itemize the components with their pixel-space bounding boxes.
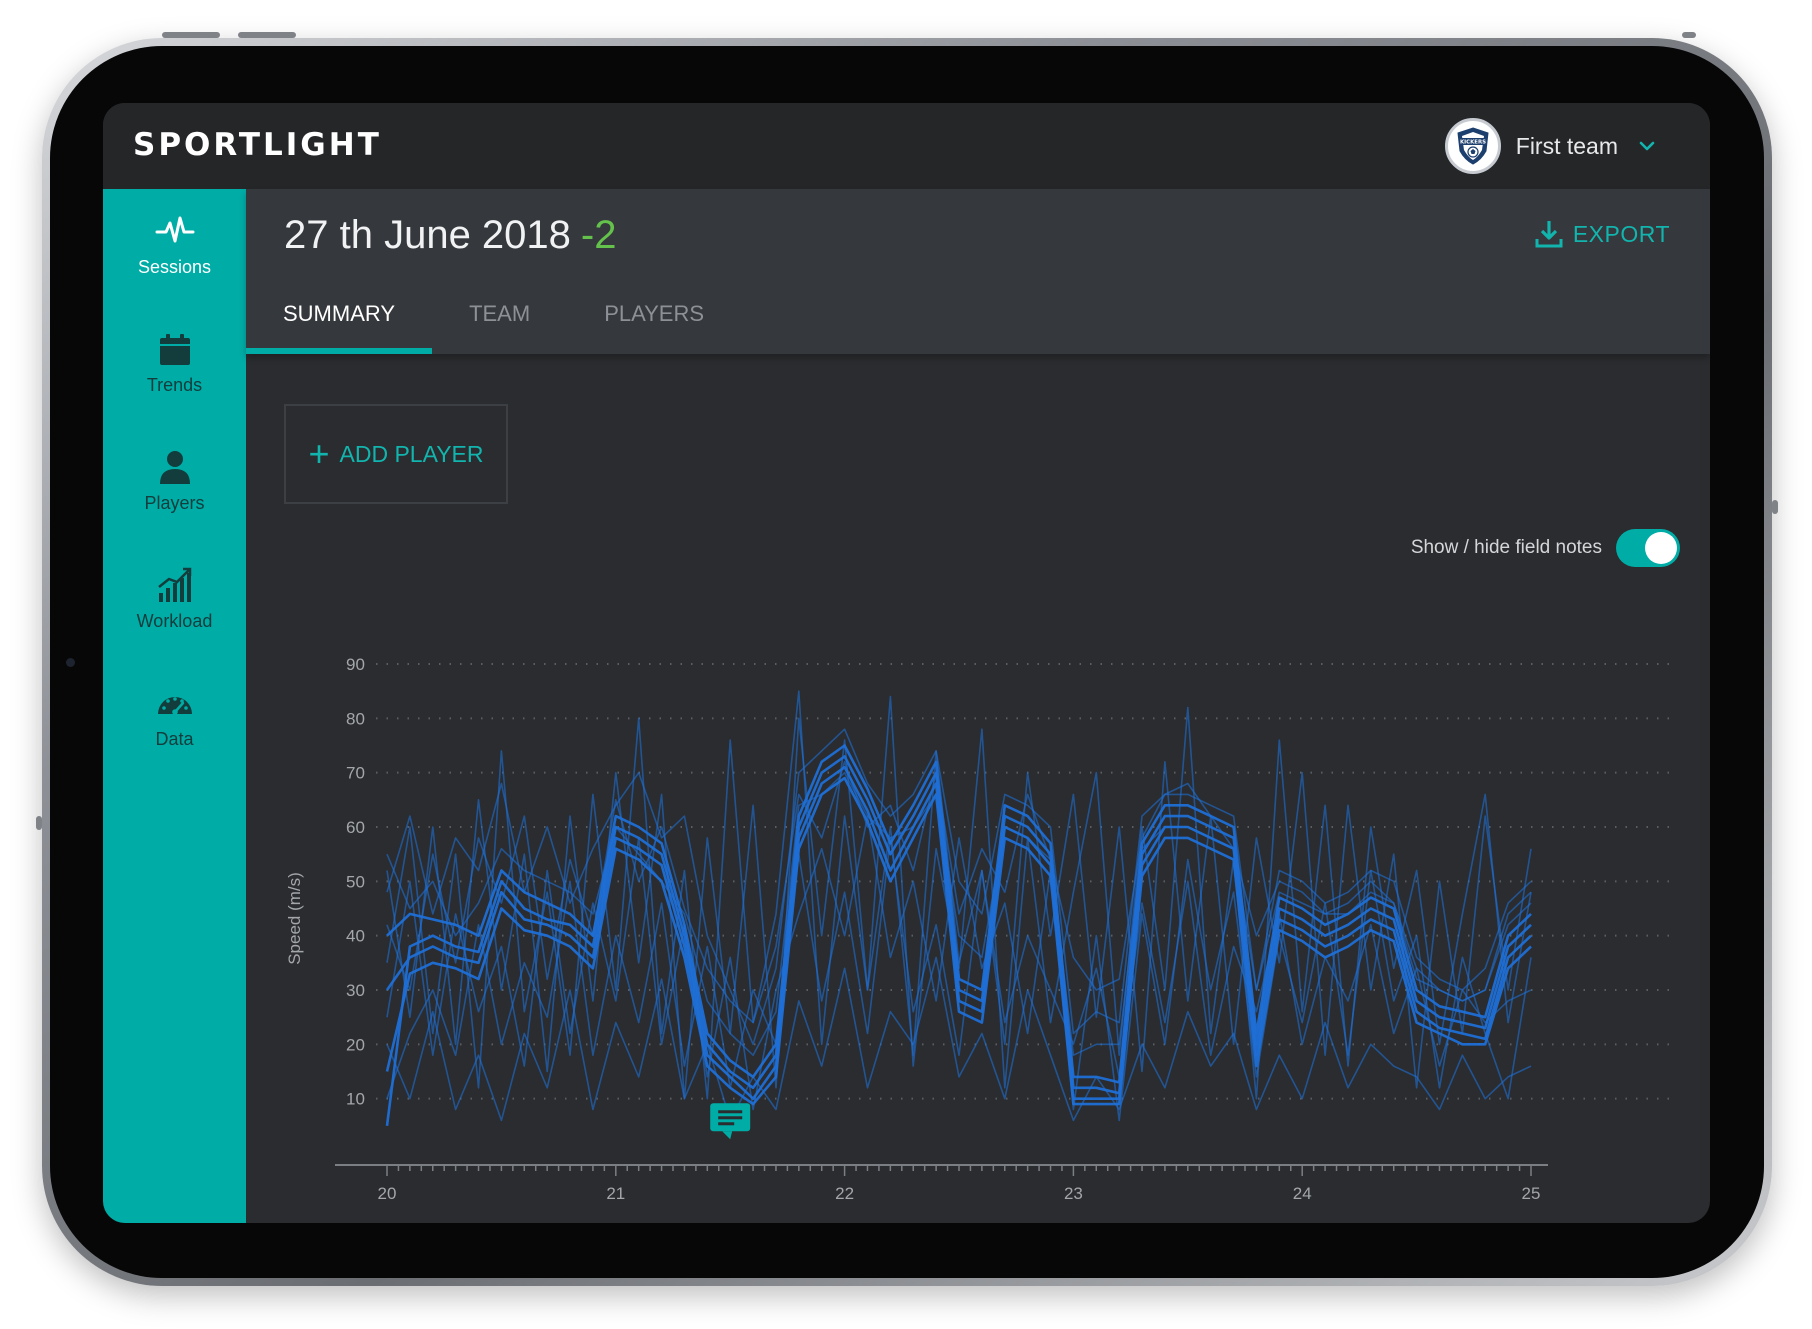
toggle-knob <box>1645 532 1677 564</box>
sidebar: Sessions Trends Players <box>103 189 246 1223</box>
volume-up-button <box>162 32 220 38</box>
bar-chart-icon <box>157 567 191 602</box>
side-button <box>36 816 42 830</box>
calendar-icon <box>159 334 190 365</box>
sidebar-item-data[interactable]: Data <box>103 683 246 783</box>
gauge-icon <box>157 697 192 715</box>
series-line <box>386 837 1532 1099</box>
download-icon <box>1535 221 1563 248</box>
x-tick-label: 20 <box>378 1184 397 1203</box>
app-screen: SPORTLIGHT KICKERS First team <box>103 103 1710 1223</box>
side-button <box>1772 500 1778 514</box>
y-tick-label: 40 <box>346 927 365 946</box>
x-tick-label: 22 <box>835 1184 854 1203</box>
x-tick-label: 25 <box>1522 1184 1541 1203</box>
speed-line-chart: 10 20 30 40 50 60 70 80 90 Speed (m/s) 20 21 22 23 24 2… <box>285 655 1676 1203</box>
tab-players[interactable]: PLAYERS <box>604 301 705 326</box>
sidebar-item-label: Workload <box>136 611 213 631</box>
session-header: 27 th June 2018 -2 EXPORT SUMMARY TEAM PL… <box>246 189 1710 354</box>
y-tick-label: 50 <box>346 872 365 891</box>
sidebar-item-label: Data <box>155 729 194 749</box>
volume-down-button <box>238 32 296 38</box>
x-tick-label: 24 <box>1293 1184 1312 1203</box>
kickers-crest-icon: KICKERS <box>1457 127 1489 165</box>
summary-content: 10 20 30 40 50 60 70 80 90 Speed (m/s) 20 21 22 23 24 2… <box>246 354 1710 1223</box>
tab-summary[interactable]: SUMMARY <box>246 274 433 354</box>
top-bar: SPORTLIGHT KICKERS First team <box>103 103 1710 190</box>
session-date-title: 27 th June 2018 -2 <box>284 213 617 258</box>
y-tick-label: 80 <box>346 709 365 728</box>
plus-icon: + <box>308 433 330 474</box>
session-date: 27 th June 2018 <box>284 213 571 257</box>
series-line <box>386 771 1532 1056</box>
export-label: EXPORT <box>1572 220 1670 247</box>
sidebar-item-label: Trends <box>146 375 203 395</box>
add-player-button[interactable]: + ADD PLAYER <box>284 404 508 504</box>
y-tick-label: 90 <box>346 655 365 674</box>
app-logo: SPORTLIGHT <box>133 127 382 163</box>
power-button <box>1682 32 1696 38</box>
y-tick-label: 70 <box>346 764 365 783</box>
field-notes-label: Show / hide field notes <box>1410 537 1602 558</box>
x-tick-label: 23 <box>1064 1184 1083 1203</box>
y-tick-label: 60 <box>346 818 365 837</box>
series-line <box>386 815 1532 1122</box>
sidebar-item-trends[interactable]: Trends <box>103 329 246 429</box>
tab-bar: SUMMARY TEAM PLAYERS <box>246 274 741 354</box>
add-player-label: ADD PLAYER <box>339 440 484 467</box>
camera-dot <box>66 658 75 667</box>
chevron-down-icon <box>1639 141 1655 151</box>
crest-text: KICKERS <box>1460 140 1486 146</box>
export-button[interactable]: EXPORT <box>1535 219 1670 249</box>
team-selector[interactable]: KICKERS First team <box>1444 117 1656 175</box>
sidebar-item-workload[interactable]: Workload <box>103 565 246 665</box>
sidebar-item-label: Players <box>144 493 205 513</box>
team-badge-avatar: KICKERS <box>1444 118 1501 174</box>
series-line <box>386 956 1532 1122</box>
series-line <box>385 776 1532 1106</box>
field-notes-control: Show / hide field notes <box>1411 529 1680 567</box>
series-line <box>386 690 1532 1100</box>
x-tick-label: 21 <box>606 1184 625 1203</box>
y-tick-label: 10 <box>346 1090 365 1109</box>
field-notes-toggle[interactable] <box>1616 529 1680 567</box>
person-icon <box>159 451 190 484</box>
sidebar-item-sessions[interactable]: Sessions <box>103 211 246 311</box>
field-note-icon[interactable] <box>710 1103 751 1140</box>
series-line <box>386 744 1532 1084</box>
pulse-icon <box>155 216 194 243</box>
tab-team[interactable]: TEAM <box>469 301 531 326</box>
y-tick-label: 20 <box>346 1035 365 1054</box>
team-name: First team <box>1515 132 1618 159</box>
y-tick-label: 30 <box>346 981 365 1000</box>
sidebar-item-players[interactable]: Players <box>103 447 246 547</box>
sidebar-item-label: Sessions <box>137 257 212 277</box>
series-line <box>386 728 1532 1046</box>
session-delta: -2 <box>580 213 617 257</box>
y-axis-label: Speed (m/s) <box>285 872 304 965</box>
